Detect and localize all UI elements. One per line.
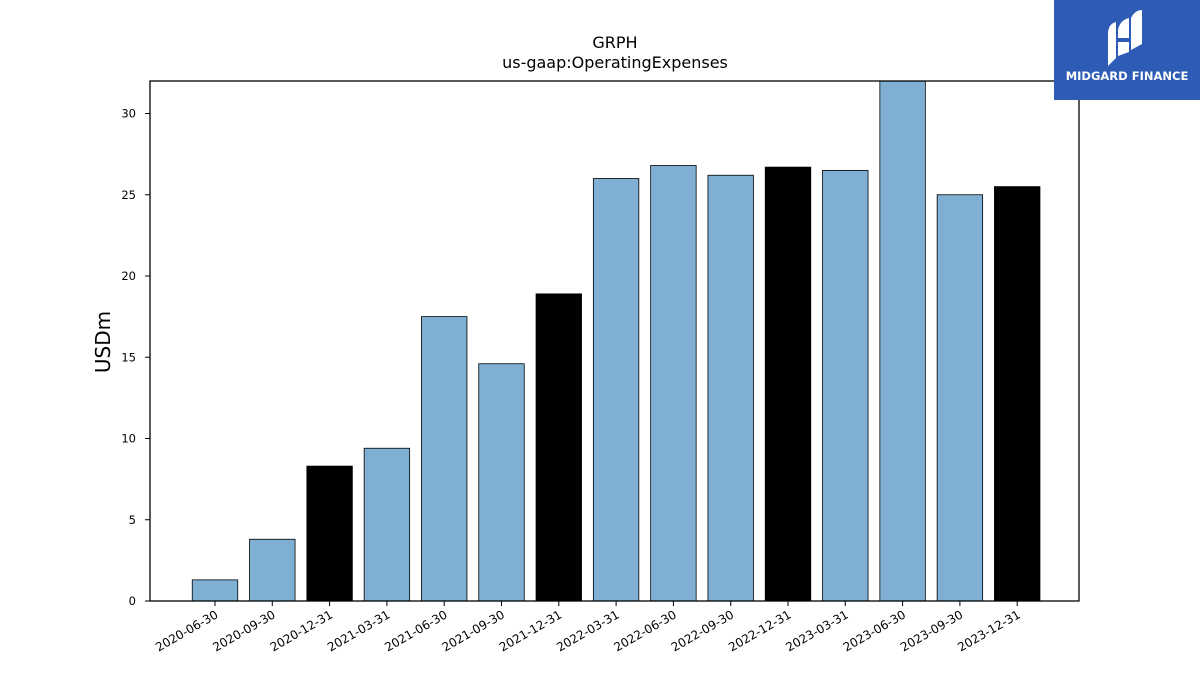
bar — [421, 316, 468, 602]
bar — [764, 166, 812, 602]
x-tick-label: 2021-09-30 — [440, 607, 507, 654]
x-tick-label: 2023-06-30 — [841, 607, 908, 654]
x-tick-label: 2021-03-31 — [325, 607, 392, 654]
chart-subtitle: us-gaap:OperatingExpenses — [502, 53, 728, 72]
bar — [592, 178, 640, 602]
x-tick-label: 2023-12-31 — [955, 607, 1022, 654]
x-tick-label: 2021-06-30 — [382, 607, 449, 654]
x-tick-label: 2022-03-31 — [554, 607, 621, 654]
y-tick-label: 5 — [129, 513, 136, 527]
bars-layer — [191, 80, 1041, 602]
y-axis-ticks: 0 5 10 15 20 25 30 — [121, 107, 150, 608]
x-tick-label: 2020-09-30 — [210, 607, 277, 654]
x-tick-label: 2022-12-31 — [726, 607, 793, 654]
brand-name: MIDGARD FINANCE — [1065, 69, 1189, 83]
chart-title: GRPH — [592, 33, 637, 52]
bar — [822, 169, 869, 602]
bar — [535, 293, 582, 602]
y-tick-label: 0 — [129, 594, 136, 608]
bar — [936, 194, 984, 602]
y-axis-label: USDm — [91, 311, 115, 373]
bar — [249, 538, 296, 602]
bar — [650, 165, 697, 602]
bar — [707, 174, 754, 602]
midgard-logo-icon — [1108, 10, 1142, 66]
y-tick-label: 25 — [121, 188, 136, 202]
x-tick-label: 2023-03-31 — [783, 607, 850, 654]
brand-logo: MIDGARD FINANCE — [1054, 0, 1200, 100]
bar — [994, 186, 1041, 602]
bar — [306, 465, 353, 602]
x-axis-ticks: 2020-06-302020-09-302020-12-312021-03-31… — [153, 601, 1023, 654]
y-tick-label: 30 — [121, 107, 136, 121]
plot-frame — [149, 80, 1080, 602]
x-tick-label: 2021-12-31 — [497, 607, 564, 654]
y-tick-label: 20 — [121, 269, 136, 283]
x-tick-label: 2020-06-30 — [153, 607, 220, 654]
bar — [879, 80, 926, 602]
x-tick-label: 2023-09-30 — [898, 607, 965, 654]
y-tick-label: 15 — [121, 350, 136, 364]
x-tick-label: 2022-09-30 — [669, 607, 736, 654]
x-tick-label: 2020-12-31 — [268, 607, 335, 654]
x-tick-label: 2022-06-30 — [611, 607, 678, 654]
bar — [191, 579, 239, 602]
bar — [478, 363, 525, 602]
y-tick-label: 10 — [121, 432, 136, 446]
bar — [363, 447, 411, 602]
